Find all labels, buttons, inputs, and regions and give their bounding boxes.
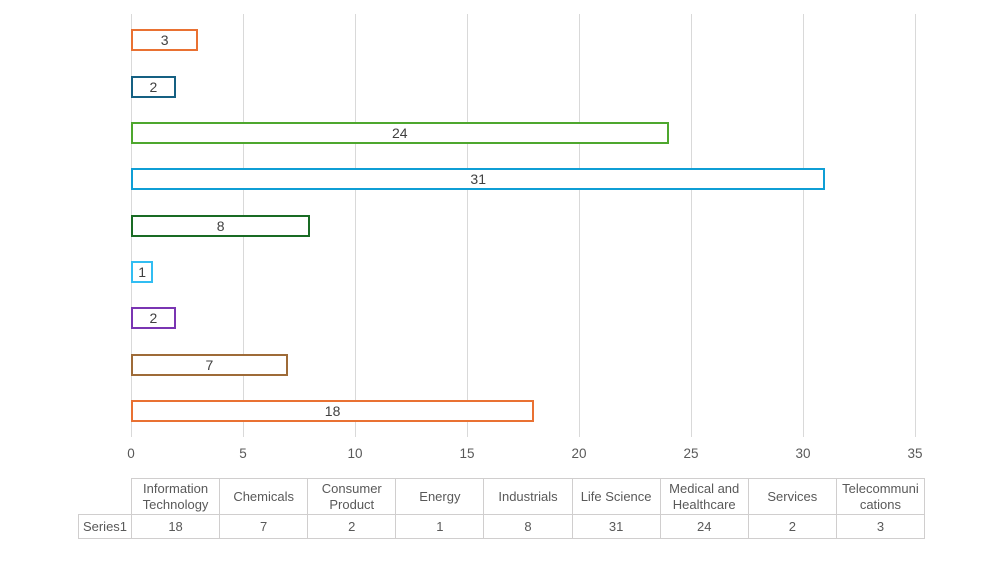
bar-life-science[interactable]: 31 <box>131 168 826 191</box>
data-table-header-consumer-product: Consumer Product <box>307 478 397 515</box>
data-table-value-life-science: 31 <box>571 514 661 539</box>
gridline-x-25 <box>691 14 692 431</box>
bar-value-label-services: 2 <box>149 78 158 95</box>
bar-value-label-telecommunications: 3 <box>160 32 169 49</box>
data-table-value-chemicals: 7 <box>219 514 309 539</box>
x-axis-tick-label-10: 10 <box>347 446 363 461</box>
x-axis-tick <box>243 431 244 437</box>
bar-value-label-medical-and-healthcare: 24 <box>392 124 408 141</box>
data-table: Information Technology Chemicals Consumer … <box>78 478 925 539</box>
bar-value-label-industrials: 8 <box>216 217 225 234</box>
x-axis-tick-label-0: 0 <box>127 446 135 461</box>
gridline-x-35 <box>915 14 916 431</box>
gridline-x-20 <box>579 14 580 431</box>
data-table-series-name: Series1 <box>78 514 132 539</box>
data-table-value-industrials: 8 <box>483 514 573 539</box>
x-axis-tick <box>131 431 132 437</box>
x-axis-tick-label-25: 25 <box>683 446 699 461</box>
data-table-header-information-technology: Information Technology <box>130 478 221 515</box>
bar-telecommunications[interactable]: 3 <box>131 29 199 52</box>
bar-information-technology[interactable]: 18 <box>131 399 535 422</box>
x-axis-tick-label-35: 35 <box>907 446 923 461</box>
x-axis-tick-label-5: 5 <box>239 446 247 461</box>
x-axis-tick-label-15: 15 <box>459 446 475 461</box>
gridline-x-15 <box>467 14 468 431</box>
bar-value-label-information-technology: 18 <box>324 402 341 419</box>
data-table-header-industrials: Industrials <box>483 478 573 515</box>
data-table-header-services: Services <box>747 478 837 515</box>
bar-energy[interactable]: 1 <box>131 260 154 283</box>
data-table-value-consumer-product: 2 <box>307 514 397 539</box>
bar-chemicals[interactable]: 7 <box>131 353 288 376</box>
data-table-header-telecommunications: Telecommunications <box>835 478 925 515</box>
data-table-container: Information Technology Chemicals Consumer … <box>78 478 925 539</box>
x-axis-tick <box>691 431 692 437</box>
bar-value-label-energy: 1 <box>138 263 147 280</box>
x-axis-tick <box>467 431 468 437</box>
x-axis-tick <box>579 431 580 437</box>
bar-value-label-consumer-product: 2 <box>149 310 158 327</box>
x-axis-tick-label-20: 20 <box>571 446 587 461</box>
data-table-header-life-science: Life Science <box>571 478 661 515</box>
data-table-value-energy: 1 <box>395 514 485 539</box>
bar-value-label-chemicals: 7 <box>205 356 214 373</box>
data-table-value-information-technology: 18 <box>130 514 221 539</box>
bar-medical-and-healthcare[interactable]: 24 <box>131 121 669 144</box>
plot-area: 0 5 10 15 20 25 30 35 3 2 24 31 8 1 2 7 18 <box>127 14 923 461</box>
bar-industrials[interactable]: 8 <box>131 214 311 237</box>
x-axis-tick <box>915 431 916 437</box>
data-table-value-services: 2 <box>747 514 837 539</box>
gridline-x-10 <box>355 14 356 431</box>
data-table-header-medical-and-healthcare: Medical and Healthcare <box>659 478 749 515</box>
x-axis-tick <box>803 431 804 437</box>
data-table-corner-cell <box>79 479 132 515</box>
data-table-header-chemicals: Chemicals <box>219 478 309 515</box>
bar-consumer-product[interactable]: 2 <box>131 307 176 330</box>
data-table-header-energy: Energy <box>395 478 485 515</box>
data-table-value-telecommunications: 3 <box>835 514 925 539</box>
bar-services[interactable]: 2 <box>131 75 176 98</box>
data-table-value-medical-and-healthcare: 24 <box>659 514 749 539</box>
gridline-x-30 <box>803 14 804 431</box>
x-axis-tick <box>355 431 356 437</box>
bar-value-label-life-science: 31 <box>470 171 486 188</box>
x-axis-tick-label-30: 30 <box>795 446 811 461</box>
